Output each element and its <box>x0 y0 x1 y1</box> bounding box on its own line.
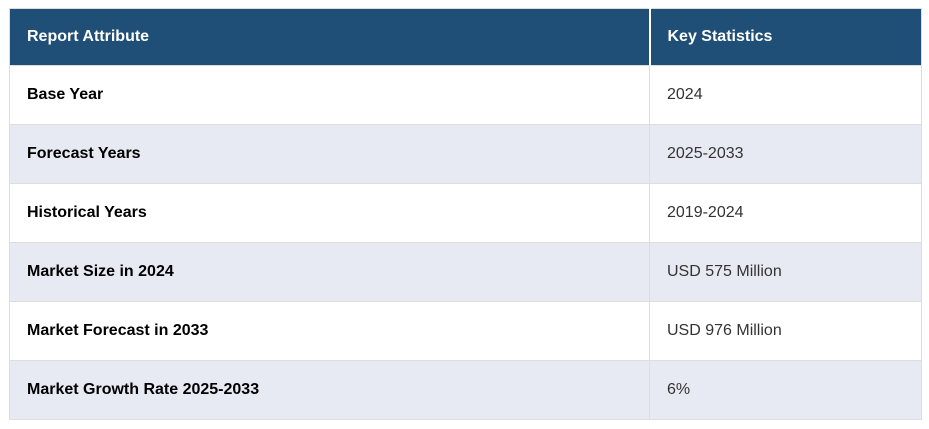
table-row: Base Year 2024 <box>9 65 922 125</box>
key-statistic-cell: 6% <box>649 360 922 420</box>
column-header-key-statistics: Key Statistics <box>648 8 922 66</box>
key-statistic-cell: USD 976 Million <box>649 301 922 361</box>
table-body: Base Year 2024 Forecast Years 2025-2033 … <box>9 65 922 420</box>
report-attribute-cell: Market Size in 2024 <box>9 242 650 302</box>
report-attribute-cell: Market Forecast in 2033 <box>9 301 650 361</box>
key-statistics-table: Report Attribute Key Statistics Base Yea… <box>9 8 922 420</box>
key-statistic-cell: 2025-2033 <box>649 124 922 184</box>
key-statistic-cell: 2019-2024 <box>649 183 922 243</box>
key-statistic-cell: 2024 <box>649 65 922 125</box>
column-header-report-attribute: Report Attribute <box>9 8 650 66</box>
report-attribute-cell: Historical Years <box>9 183 650 243</box>
table-row: Market Forecast in 2033 USD 976 Million <box>9 301 922 361</box>
report-attribute-cell: Market Growth Rate 2025-2033 <box>9 360 650 420</box>
table-row: Forecast Years 2025-2033 <box>9 124 922 184</box>
table-header-row: Report Attribute Key Statistics <box>9 8 922 66</box>
report-attribute-cell: Base Year <box>9 65 650 125</box>
table-row: Market Growth Rate 2025-2033 6% <box>9 360 922 420</box>
table-row: Historical Years 2019-2024 <box>9 183 922 243</box>
report-attribute-cell: Forecast Years <box>9 124 650 184</box>
key-statistic-cell: USD 575 Million <box>649 242 922 302</box>
table-row: Market Size in 2024 USD 575 Million <box>9 242 922 302</box>
